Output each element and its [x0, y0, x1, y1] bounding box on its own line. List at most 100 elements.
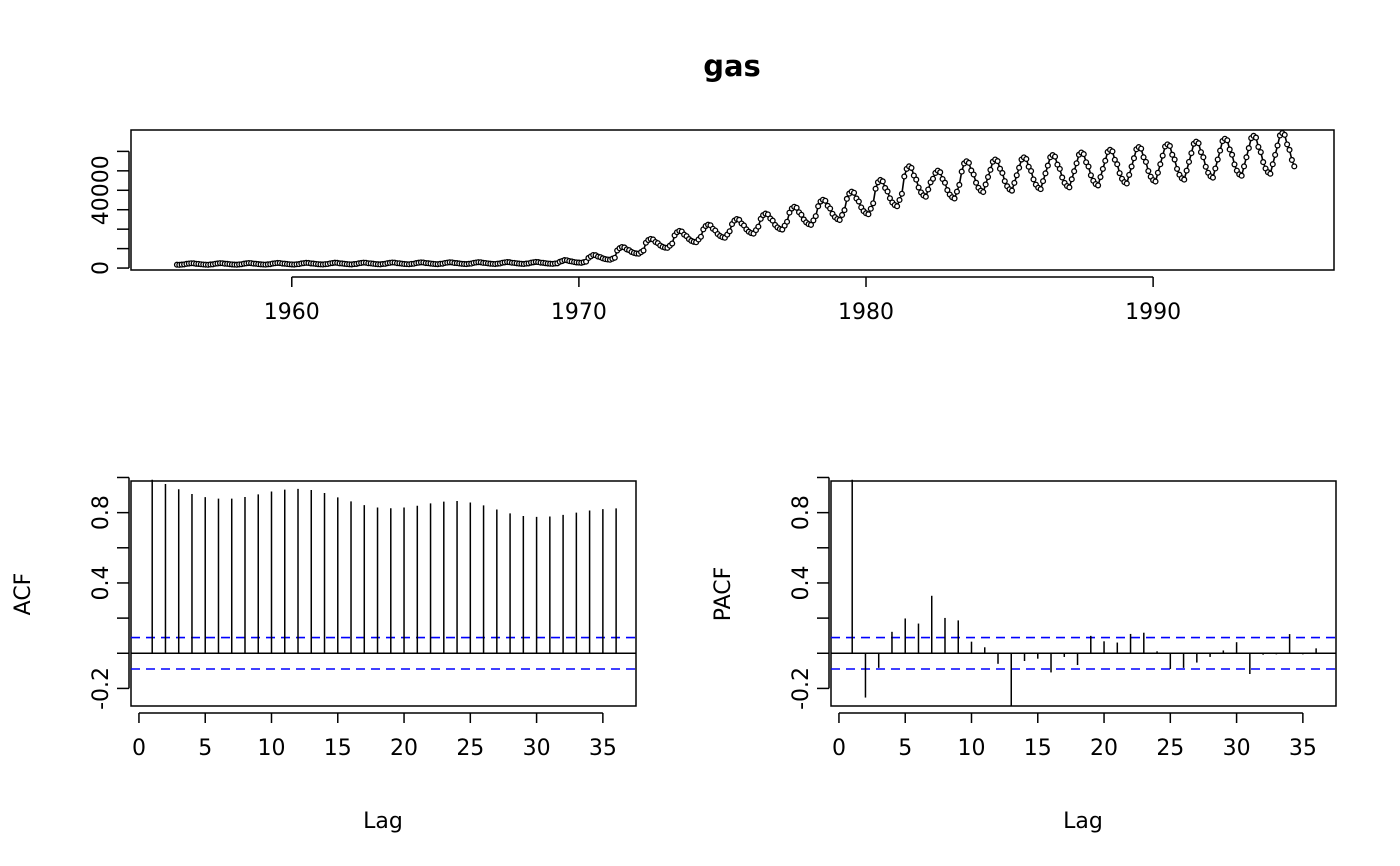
data-point [697, 233, 704, 240]
time-series-panel: gas 1960 1970 1980 1990 0 40000 [89, 49, 1335, 325]
x-tick-label: 20 [1090, 736, 1118, 761]
data-point [1224, 137, 1231, 144]
x-axis-label: Lag [363, 809, 403, 834]
data-point [1226, 146, 1233, 153]
data-point [1066, 184, 1073, 191]
data-point [1200, 154, 1207, 161]
data-point [1260, 159, 1267, 166]
data-point [1116, 170, 1123, 177]
data-point [982, 181, 989, 188]
data-point [1042, 170, 1049, 177]
data-point [1169, 151, 1176, 158]
data-point [1188, 150, 1195, 157]
data-point [1008, 187, 1016, 194]
data-point [894, 203, 901, 210]
x-tick-label: 25 [456, 736, 484, 761]
data-point [956, 181, 963, 188]
data-point [836, 216, 843, 224]
plot-frame [830, 480, 1337, 707]
data-point [640, 247, 647, 254]
data-point [1099, 165, 1106, 172]
data-point [1051, 153, 1059, 160]
data-point [1028, 167, 1035, 175]
data-point [1080, 151, 1087, 158]
data-point [1166, 142, 1173, 149]
x-tick-label: 20 [390, 736, 418, 761]
data-point [1171, 156, 1178, 163]
x-tick-label: 30 [1223, 736, 1251, 761]
data-point [850, 189, 858, 196]
x-tick-label: 5 [198, 736, 212, 761]
data-point [1202, 163, 1209, 170]
data-point [898, 190, 905, 197]
data-point [1185, 158, 1193, 165]
x-tick-label: 5 [898, 736, 912, 761]
data-point [984, 174, 992, 181]
data-point [843, 195, 850, 202]
data-point [1174, 165, 1181, 172]
y-axis-label: ACF [11, 573, 36, 616]
plot-frame [130, 129, 1335, 271]
data-point [783, 218, 791, 225]
y-tick-label: 0.8 [89, 495, 114, 530]
data-point [1286, 146, 1293, 153]
data-point [1140, 154, 1147, 161]
data-point [1001, 178, 1008, 185]
data-point [1085, 163, 1092, 170]
data-point [1284, 141, 1291, 148]
data-point [872, 185, 879, 192]
pacf-panel: 0 5 10 15 20 25 30 35 -0.2 0.4 0.8 Lag PACF [711, 476, 1337, 834]
data-point [937, 169, 944, 176]
data-point [1030, 176, 1037, 183]
data-point [870, 200, 877, 207]
gas-series [173, 130, 1298, 268]
data-point [1037, 186, 1044, 193]
data-point [879, 178, 886, 185]
data-point [970, 171, 977, 178]
data-point [1240, 163, 1248, 170]
data-point [1111, 156, 1118, 163]
data-point [815, 203, 822, 210]
data-point [980, 188, 987, 196]
data-point [944, 187, 951, 194]
data-point [958, 168, 965, 175]
data-point [726, 228, 733, 235]
data-point [1023, 155, 1030, 163]
data-point [1145, 167, 1152, 175]
data-point [1257, 149, 1264, 156]
y-tick-label: 40000 [89, 155, 114, 225]
data-point [807, 221, 815, 228]
data-point [1013, 172, 1020, 179]
x-axis: 1960 1970 1980 1990 [264, 276, 1181, 325]
data-point [1123, 180, 1130, 187]
x-tick-label: 35 [589, 736, 617, 761]
data-point [812, 213, 819, 220]
data-point [1291, 163, 1298, 170]
y-tick-label: 0.4 [789, 565, 814, 600]
data-point [1016, 164, 1023, 171]
x-tick-label: 0 [132, 736, 146, 761]
data-point [1269, 161, 1276, 168]
data-point [941, 179, 949, 186]
x-axis: 0 5 10 15 20 25 30 35 [832, 712, 1317, 761]
data-point [1087, 172, 1094, 179]
data-point [798, 211, 805, 218]
data-point [1272, 151, 1279, 158]
x-tick-label: 15 [1024, 736, 1052, 761]
data-point [1181, 176, 1188, 183]
x-tick-label: 25 [1156, 736, 1184, 761]
data-point [929, 175, 937, 182]
x-tick-label: 35 [1289, 736, 1317, 761]
data-point [1267, 170, 1274, 177]
series-line [176, 132, 1296, 266]
y-tick-label: -0.2 [89, 667, 114, 710]
data-point [913, 176, 920, 183]
data-point [1197, 149, 1205, 156]
data-point [1138, 145, 1145, 152]
x-tick-label: 1980 [838, 300, 894, 325]
data-point [1102, 157, 1109, 164]
data-point [1011, 179, 1018, 186]
x-axis: 0 5 10 15 20 25 30 35 [132, 712, 617, 761]
data-point [973, 179, 980, 186]
data-point [1231, 161, 1238, 168]
